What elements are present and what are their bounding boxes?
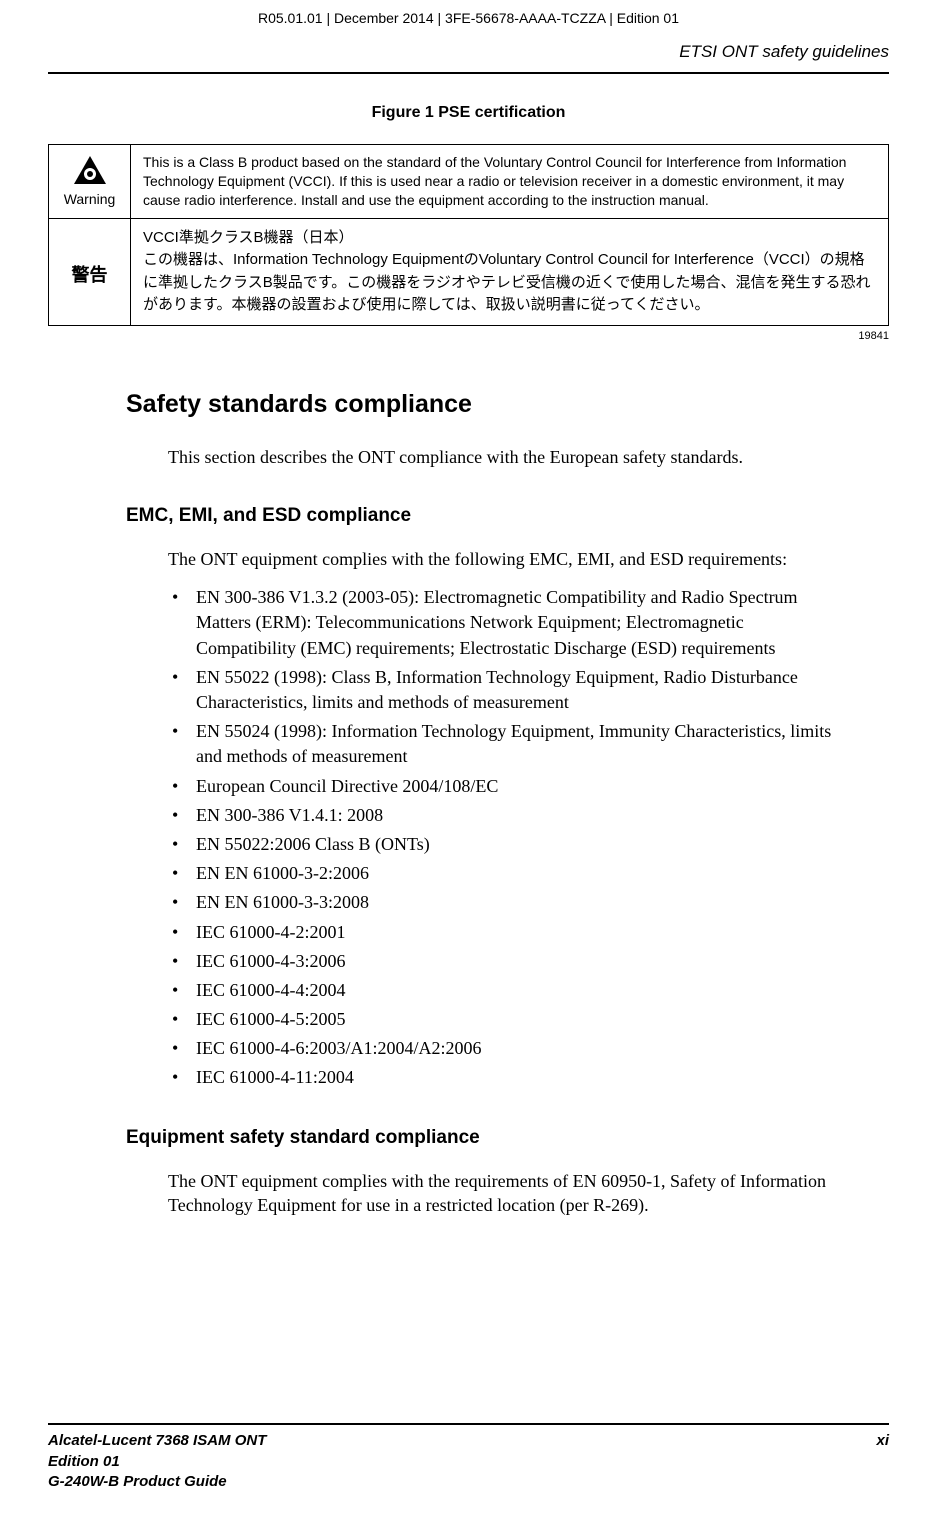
footer-left: Alcatel-Lucent 7368 ISAM ONT Edition 01 … bbox=[48, 1431, 266, 1492]
table-row: Warning This is a Class B product based … bbox=[49, 145, 889, 219]
emc-intro-paragraph: The ONT equipment complies with the foll… bbox=[168, 547, 845, 571]
list-item: EN 55022 (1998): Class B, Information Te… bbox=[168, 665, 845, 715]
list-item: EN 55022:2006 Class B (ONTs) bbox=[168, 832, 845, 857]
list-item: IEC 61000-4-2:2001 bbox=[168, 920, 845, 945]
list-item: EN 300-386 V1.3.2 (2003-05): Electromagn… bbox=[168, 585, 845, 661]
footer-line3: G-240W-B Product Guide bbox=[48, 1472, 266, 1492]
warning-icon-cell: Warning bbox=[49, 145, 131, 219]
warning-triangle-icon bbox=[72, 154, 108, 186]
intro-paragraph: This section describes the ONT complianc… bbox=[168, 445, 845, 469]
list-item: IEC 61000-4-11:2004 bbox=[168, 1065, 845, 1090]
table-row: 警告 VCCI準拠クラスB機器（日本） この機器は、Information Te… bbox=[49, 218, 889, 325]
jp-warning-label: 警告 bbox=[53, 263, 126, 287]
section-heading-safety: Safety standards compliance bbox=[126, 390, 845, 419]
footer-line1: Alcatel-Lucent 7368 ISAM ONT bbox=[48, 1431, 266, 1451]
jp-text-cell: VCCI準拠クラスB機器（日本） この機器は、Information Techn… bbox=[131, 218, 889, 325]
main-content: Safety standards compliance This section… bbox=[0, 390, 937, 1218]
emc-list: EN 300-386 V1.3.2 (2003-05): Electromagn… bbox=[168, 585, 845, 1090]
list-item: EN EN 61000-3-3:2008 bbox=[168, 890, 845, 915]
document-meta-line: R05.01.01 | December 2014 | 3FE-56678-AA… bbox=[0, 0, 937, 32]
page-footer: Alcatel-Lucent 7368 ISAM ONT Edition 01 … bbox=[48, 1423, 889, 1492]
list-item: EN EN 61000-3-2:2006 bbox=[168, 861, 845, 886]
figure-ref-number: 19841 bbox=[0, 330, 889, 342]
jp-text-line1: VCCI準拠クラスB機器（日本） bbox=[143, 227, 876, 250]
warning-label: Warning bbox=[64, 191, 116, 207]
figure-caption: Figure 1 PSE certification bbox=[0, 104, 937, 122]
list-item: European Council Directive 2004/108/EC bbox=[168, 774, 845, 799]
list-item: IEC 61000-4-4:2004 bbox=[168, 978, 845, 1003]
section-heading-emc: EMC, EMI, and ESD compliance bbox=[126, 505, 845, 527]
list-item: IEC 61000-4-3:2006 bbox=[168, 949, 845, 974]
jp-warning-icon-cell: 警告 bbox=[49, 218, 131, 325]
footer-rule bbox=[48, 1423, 889, 1425]
footer-page-number: xi bbox=[876, 1431, 889, 1492]
page-header: ETSI ONT safety guidelines bbox=[0, 32, 937, 74]
header-title: ETSI ONT safety guidelines bbox=[48, 42, 889, 72]
jp-text-line2: この機器は、Information Technology EquipmentのV… bbox=[143, 249, 876, 317]
header-rule bbox=[48, 72, 889, 74]
footer-line2: Edition 01 bbox=[48, 1452, 266, 1472]
list-item: IEC 61000-4-5:2005 bbox=[168, 1007, 845, 1032]
figure-table: Warning This is a Class B product based … bbox=[48, 144, 889, 326]
section-heading-equipment: Equipment safety standard compliance bbox=[126, 1127, 845, 1149]
equipment-paragraph: The ONT equipment complies with the requ… bbox=[168, 1169, 845, 1218]
list-item: EN 300-386 V1.4.1: 2008 bbox=[168, 803, 845, 828]
list-item: EN 55024 (1998): Information Technology … bbox=[168, 719, 845, 769]
warning-text-cell: This is a Class B product based on the s… bbox=[131, 145, 889, 219]
list-item: IEC 61000-4-6:2003/A1:2004/A2:2006 bbox=[168, 1036, 845, 1061]
